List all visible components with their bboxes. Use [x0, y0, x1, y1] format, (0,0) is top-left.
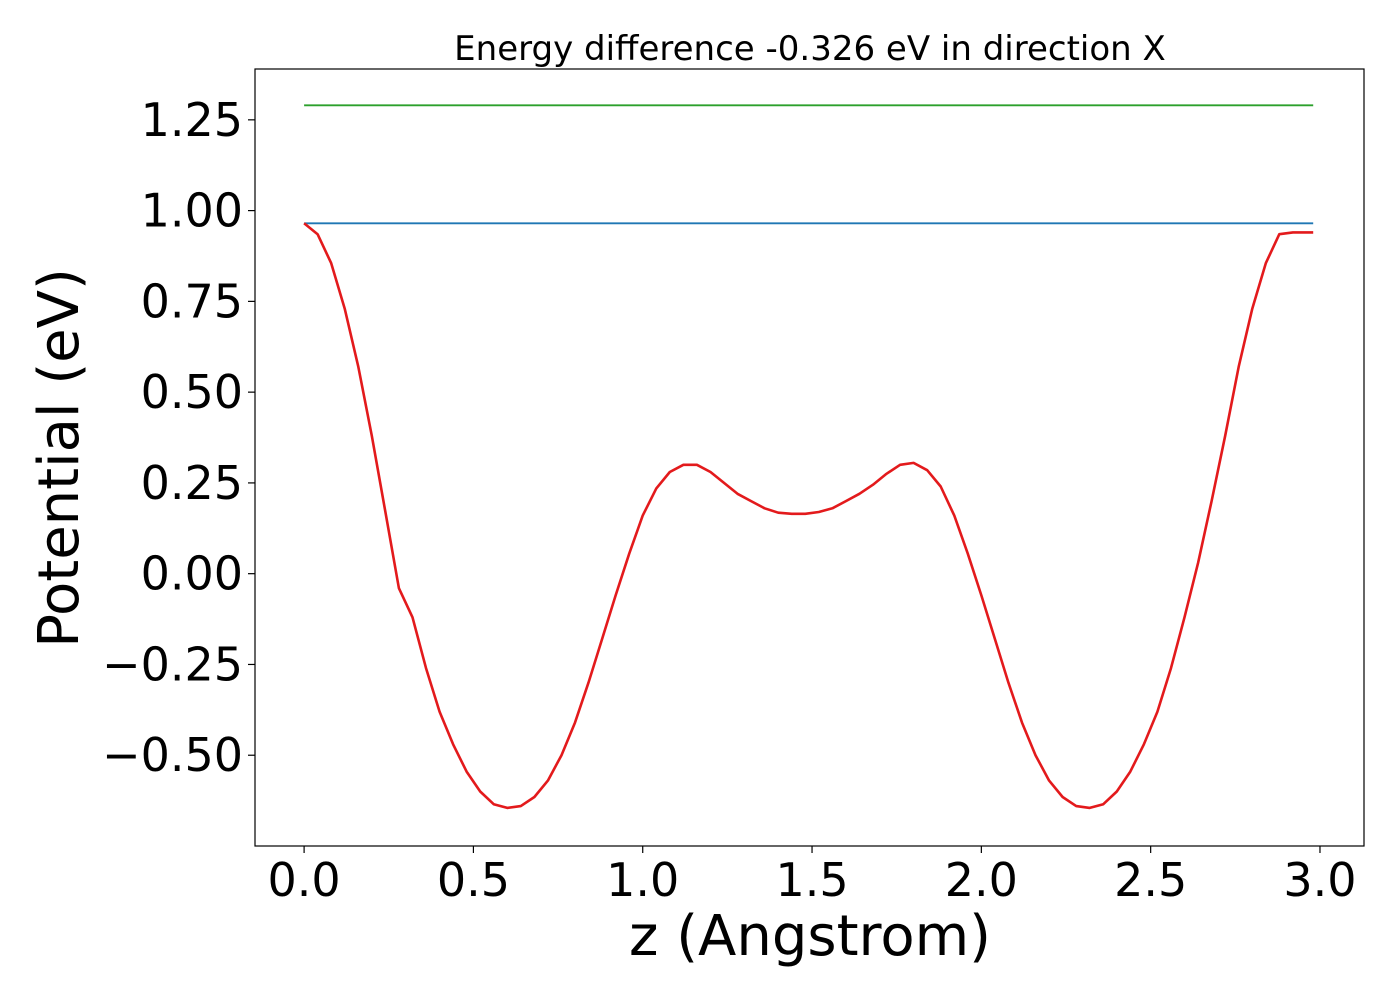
y-tick-label: 0.25	[141, 456, 243, 510]
x-tick-label: 2.0	[945, 853, 1018, 907]
y-axis-label: Potential (eV)	[27, 268, 92, 648]
x-axis-label: z (Angstrom)	[629, 904, 991, 969]
x-tick-label: 2.5	[1114, 853, 1187, 907]
y-tick-label: 0.00	[141, 547, 243, 601]
x-tick-label: 0.0	[268, 853, 341, 907]
plot-area	[254, 68, 1365, 847]
y-tick-label: 1.00	[141, 184, 243, 238]
series-line-2	[303, 222, 1314, 810]
y-tick-label: −0.25	[102, 637, 243, 691]
x-tick-label: 1.0	[606, 853, 679, 907]
y-tick-label: 0.75	[141, 274, 243, 328]
chart-title: Energy difference -0.326 eV in direction…	[454, 29, 1166, 69]
x-tick-label: 0.5	[437, 853, 510, 907]
y-tick-label: 1.25	[141, 93, 243, 147]
y-tick-label: −0.50	[102, 728, 243, 782]
x-tick-label: 1.5	[775, 853, 848, 907]
series-layer	[303, 104, 1314, 810]
y-axis-ticks: −0.50 −0.25 0.00 0.25 0.50 0.75 1.00 1.25	[102, 93, 255, 782]
x-tick-label: 3.0	[1283, 853, 1356, 907]
x-axis-ticks: 0.0 0.5 1.0 1.5 2.0 2.5 3.0	[268, 846, 1357, 907]
y-tick-label: 0.50	[141, 365, 243, 419]
